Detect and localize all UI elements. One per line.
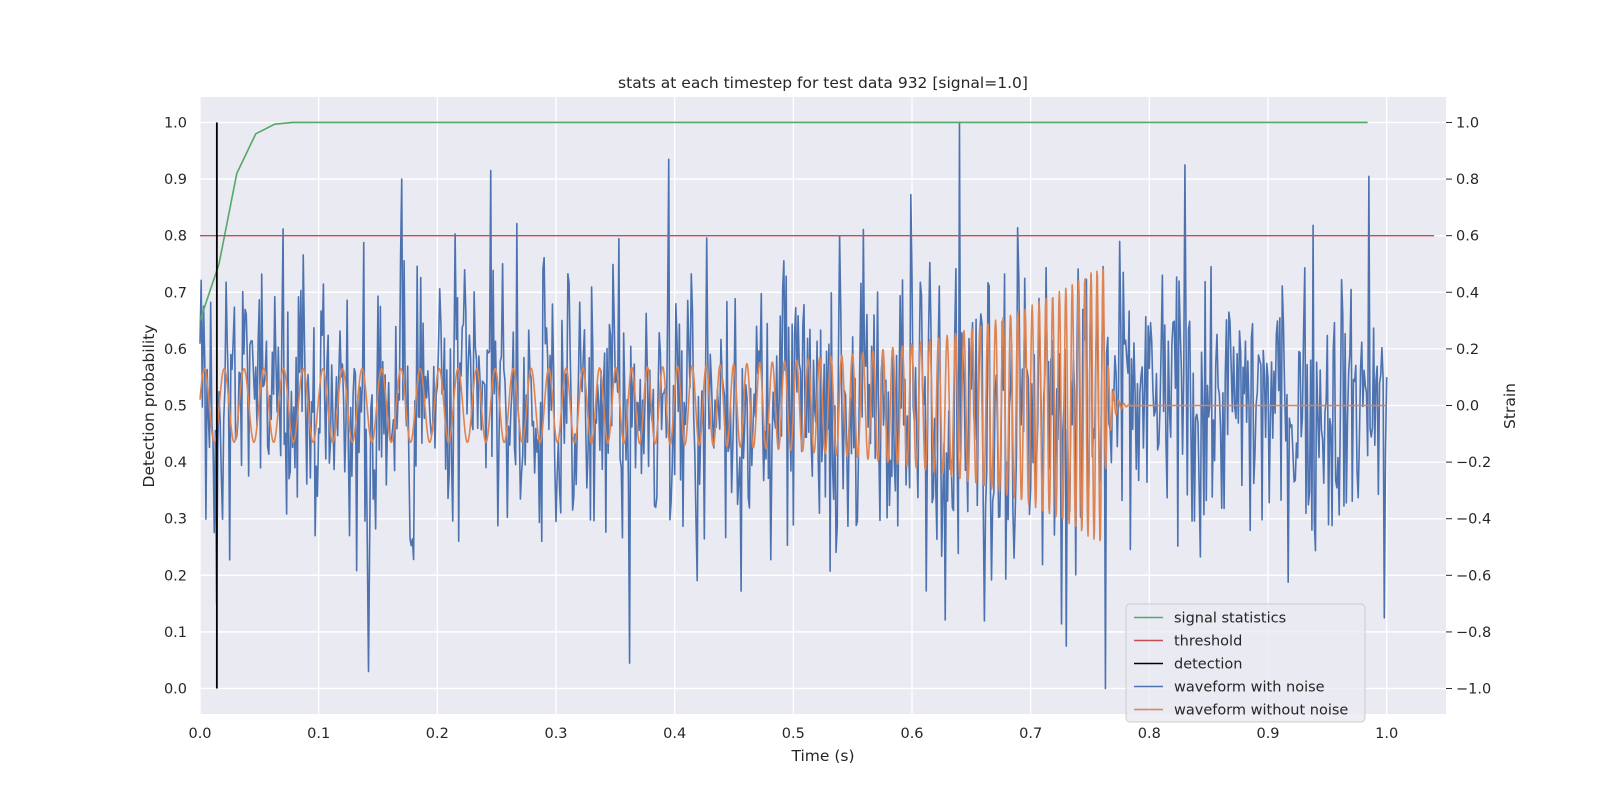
y-left-tick-label: 0.6 (164, 342, 187, 358)
y-left-tick-label: 1.0 (164, 115, 187, 131)
y-axis-right-label: Strain (1501, 383, 1519, 429)
y-right-tick-label: 0.2 (1456, 342, 1479, 358)
x-tick-label: 0.3 (544, 726, 567, 742)
y-right-tick-label: −0.6 (1456, 568, 1491, 584)
x-tick-label: 0.2 (426, 726, 449, 742)
x-axis-label: Time (s) (790, 747, 854, 765)
y-right-tick-label: −0.8 (1456, 625, 1491, 641)
x-tick-label: 0.8 (1138, 726, 1161, 742)
y-right-tick-label: 0.6 (1456, 229, 1479, 245)
y-left-tick-label: 0.5 (164, 399, 187, 415)
y-right-tick-label: −0.2 (1456, 455, 1491, 471)
y-right-tick-label: 0.0 (1456, 399, 1479, 415)
legend-label-waveform-with-noise: waveform with noise (1174, 680, 1325, 696)
y-right-tick-label: 0.4 (1456, 285, 1479, 301)
legend-label-detection: detection (1174, 657, 1242, 673)
x-tick-label: 0.7 (1019, 726, 1042, 742)
y-right-tick-label: −1.0 (1456, 682, 1491, 698)
chart-title: stats at each timestep for test data 932… (618, 74, 1028, 92)
data-series (199, 121, 1435, 690)
tick-labels: 0.0 0.1 0.2 0.3 0.4 0.5 0.6 0.7 0.8 0.9 1.0 0.0 0.1 0… (164, 115, 1491, 742)
y-left-tick-label: 0.0 (164, 682, 187, 698)
y-right-tick-label: 0.8 (1456, 172, 1479, 188)
y-left-tick-label: 0.2 (164, 568, 187, 584)
series-waveform-without-noise (199, 268, 1387, 542)
legend-box (1125, 603, 1366, 723)
x-tick-label: 0.9 (1256, 726, 1279, 742)
series-signal-statistics (199, 121, 1368, 321)
legend: signal statistics threshold detection wa… (1125, 603, 1366, 723)
y-left-tick-label: 0.7 (164, 285, 187, 301)
y-left-tick-label: 0.9 (164, 172, 187, 188)
x-tick-label: 0.1 (307, 726, 330, 742)
series-waveform-with-noise (199, 121, 1388, 690)
y-left-tick-label: 0.1 (164, 625, 187, 641)
legend-label-waveform-without-noise: waveform without noise (1174, 703, 1348, 719)
x-tick-label: 0.5 (782, 726, 805, 742)
y-left-tick-label: 0.8 (164, 229, 187, 245)
y-right-tick-label: 1.0 (1456, 115, 1479, 131)
x-tick-label: 0.4 (663, 726, 686, 742)
x-tick-label: 0.6 (900, 726, 923, 742)
y-right-tick-label: −0.4 (1456, 512, 1491, 528)
legend-label-threshold: threshold (1174, 634, 1242, 650)
x-tick-label: 0.0 (188, 726, 211, 742)
y-left-tick-label: 0.4 (164, 455, 187, 471)
y-left-tick-label: 0.3 (164, 512, 187, 528)
x-tick-label: 1.0 (1375, 726, 1398, 742)
y-axis-left-label: Detection probability (140, 325, 158, 488)
legend-label-signal-statistics: signal statistics (1174, 611, 1286, 627)
